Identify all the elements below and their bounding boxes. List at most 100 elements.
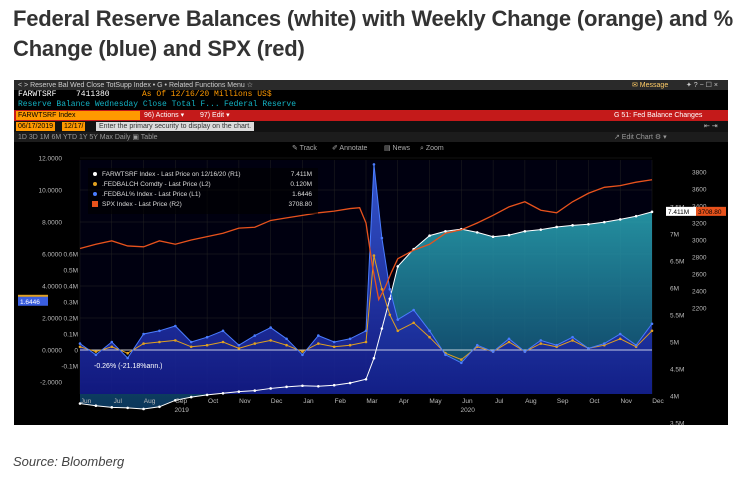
fedbal-index-point — [301, 353, 304, 357]
x-tick-label: Aug — [525, 398, 537, 405]
fedbalch-comdty-point — [110, 345, 114, 349]
legend-label: .FEDBALCH Comdty - Last Price (L2) — [102, 181, 211, 188]
legend-value: 1.6446 — [292, 191, 312, 198]
fedbal-index-point — [428, 329, 431, 333]
left-tick-label: 2.0000 — [42, 316, 62, 323]
fedbal-index-point — [539, 339, 543, 342]
year-label: 2019 — [174, 407, 189, 414]
fedbalch-comdty-point — [94, 350, 98, 353]
fedbal-index-point — [221, 329, 225, 333]
farwtsrf-index-point — [205, 393, 209, 397]
description-line: Reserve Balance Wednesday Close Total F.… — [14, 100, 728, 110]
legend-marker — [93, 182, 97, 186]
spx-tick-label: 3600 — [692, 187, 707, 194]
message-button[interactable]: ✉ Message — [632, 82, 669, 89]
fedbalch-comdty-point — [317, 342, 320, 345]
security-line: FARWTSRF 7411380 As Of 12/16/20 Millions… — [14, 90, 728, 100]
x-tick-label: Jun — [462, 398, 473, 405]
fedbal-index-point — [348, 337, 352, 341]
farwtsrf-index-point — [650, 210, 654, 214]
news-tool[interactable]: ▤ News — [384, 145, 411, 152]
ticker-label: FARWTSRF — [18, 90, 57, 99]
farwtsrf-index-point — [221, 392, 225, 395]
mid-tick-label: 0.4M — [64, 284, 78, 291]
end-date-field[interactable]: 12/17/ — [62, 122, 86, 131]
axes: 12.000010.00008.00006.00004.00002.00000.… — [18, 156, 726, 425]
edit-chart-button[interactable]: ↗ Edit Chart ⚙ ▾ — [614, 134, 667, 141]
year-label: 2020 — [460, 407, 475, 414]
x-tick-label: Jul — [495, 398, 504, 405]
fed-balance-chart: -0.26% (-21.18%ann.) 12.0000 10.0000 8.000… — [18, 156, 726, 425]
window-controls[interactable]: ✦ ? − ☐ × — [686, 82, 718, 89]
fedbalch-comdty-point — [253, 342, 257, 345]
spx-tick-label: 2200 — [692, 306, 707, 313]
left-tick-label: 0.0000 — [42, 348, 62, 355]
mid-tick-label: -0.1M — [61, 364, 78, 371]
fedbal-index-point — [618, 332, 622, 336]
legend-box — [88, 168, 318, 214]
right-white-badge-bg — [666, 206, 696, 216]
farwtsrf-index-point — [618, 218, 622, 221]
fedbal-index-point — [364, 329, 368, 333]
security-input[interactable]: FARWTSRF Index — [16, 111, 140, 120]
track-tool[interactable]: ✎ Track — [292, 145, 317, 152]
fedbal-index-point — [491, 350, 495, 353]
farwtsrf-index-point — [142, 407, 145, 411]
fedbal-index-point — [571, 335, 574, 339]
bloomberg-terminal-window: < > Reserve Bal Wed Close TotSupp Index … — [14, 80, 728, 425]
fedbalch-comdty-point — [412, 321, 415, 325]
fedbalch-comdty-point — [301, 350, 304, 353]
spx-tick-label: 3800 — [692, 170, 707, 177]
start-date-field[interactable]: 06/17/2019 — [16, 122, 56, 131]
mid-tick-label: 0 — [74, 348, 78, 355]
fedbal-index-point — [110, 340, 114, 344]
farwtsrf-index-point — [189, 395, 193, 399]
farwtsrf-index-point — [444, 230, 447, 233]
fedbalch-comdty-point — [380, 287, 384, 291]
farwtsrf-index-point — [507, 233, 511, 237]
right-tick-label: 5M — [670, 340, 679, 347]
chart-toolbar: ✎ Track ✐ Annotate ▤ News ⌕ Zoom — [14, 142, 728, 154]
fedbalch-comdty-point — [174, 339, 177, 342]
legend: FARWTSRF Index - Last Price on 12/16/20 … — [88, 168, 318, 214]
edit-menu[interactable]: 97) Edit ▾ — [200, 112, 230, 119]
annotate-tool[interactable]: ✐ Annotate — [332, 145, 368, 152]
fedbal-index-point — [396, 318, 400, 321]
farwtsrf-index-point — [269, 387, 272, 390]
fedbalch-comdty-point — [269, 339, 272, 342]
farwtsrf-index-point — [539, 228, 543, 231]
fedbalch-comdty-point — [428, 335, 431, 339]
period-selector[interactable]: 1D 3D 1M 6M YTD 1Y 5Y Max Daily ▣ Table — [18, 134, 158, 141]
legend-label: SPX Index - Last Price (R2) — [102, 201, 182, 208]
farwtsrf-index-point — [555, 225, 558, 229]
fedbal-index-point — [269, 326, 272, 329]
fedbal-index-point — [555, 343, 558, 347]
headline: Federal Reserve Balances (white) with We… — [13, 6, 733, 61]
x-tick-label: Nov — [620, 398, 632, 405]
farwtsrf-index-point — [174, 399, 177, 402]
legend-value: 3708.80 — [289, 201, 313, 208]
left-blue-badge-bg — [18, 296, 48, 306]
zoom-tool[interactable]: ⌕ Zoom — [420, 145, 444, 152]
navigate-arrows[interactable]: ⇤ ⇥ — [704, 123, 718, 130]
x-tick-label: Nov — [239, 398, 251, 405]
legend-label: .FEDBAL% Index - Last Price (L1) — [102, 191, 201, 198]
farwtsrf-index-point — [372, 356, 376, 360]
fedbalch-comdty-point — [158, 340, 161, 344]
fedbal-index-point — [460, 361, 463, 365]
x-tick-label: Jun — [81, 398, 92, 405]
spx-tick-label: 3200 — [692, 221, 707, 228]
fedbalch-comdty-point — [189, 345, 193, 349]
left-tick-label: 6.0000 — [42, 252, 62, 259]
function-nav[interactable]: < > Reserve Bal Wed Close TotSupp Index … — [18, 82, 254, 89]
left-tick-label: 12.0000 — [39, 156, 63, 163]
function-bar: < > Reserve Bal Wed Close TotSupp Index … — [14, 80, 728, 90]
security-description: Reserve Balance Wednesday Close Total F.… — [18, 100, 220, 109]
left-tick-label: 10.0000 — [39, 188, 63, 195]
spx-tick-label: 3000 — [692, 238, 707, 245]
actions-menu[interactable]: 96) Actions ▾ — [144, 112, 185, 119]
x-tick-label: May — [429, 398, 442, 405]
fedbalch-comdty-point — [618, 337, 622, 341]
change-annotation: -0.26% (-21.18%ann.) — [94, 363, 162, 370]
fedbal-index-point — [174, 324, 177, 328]
